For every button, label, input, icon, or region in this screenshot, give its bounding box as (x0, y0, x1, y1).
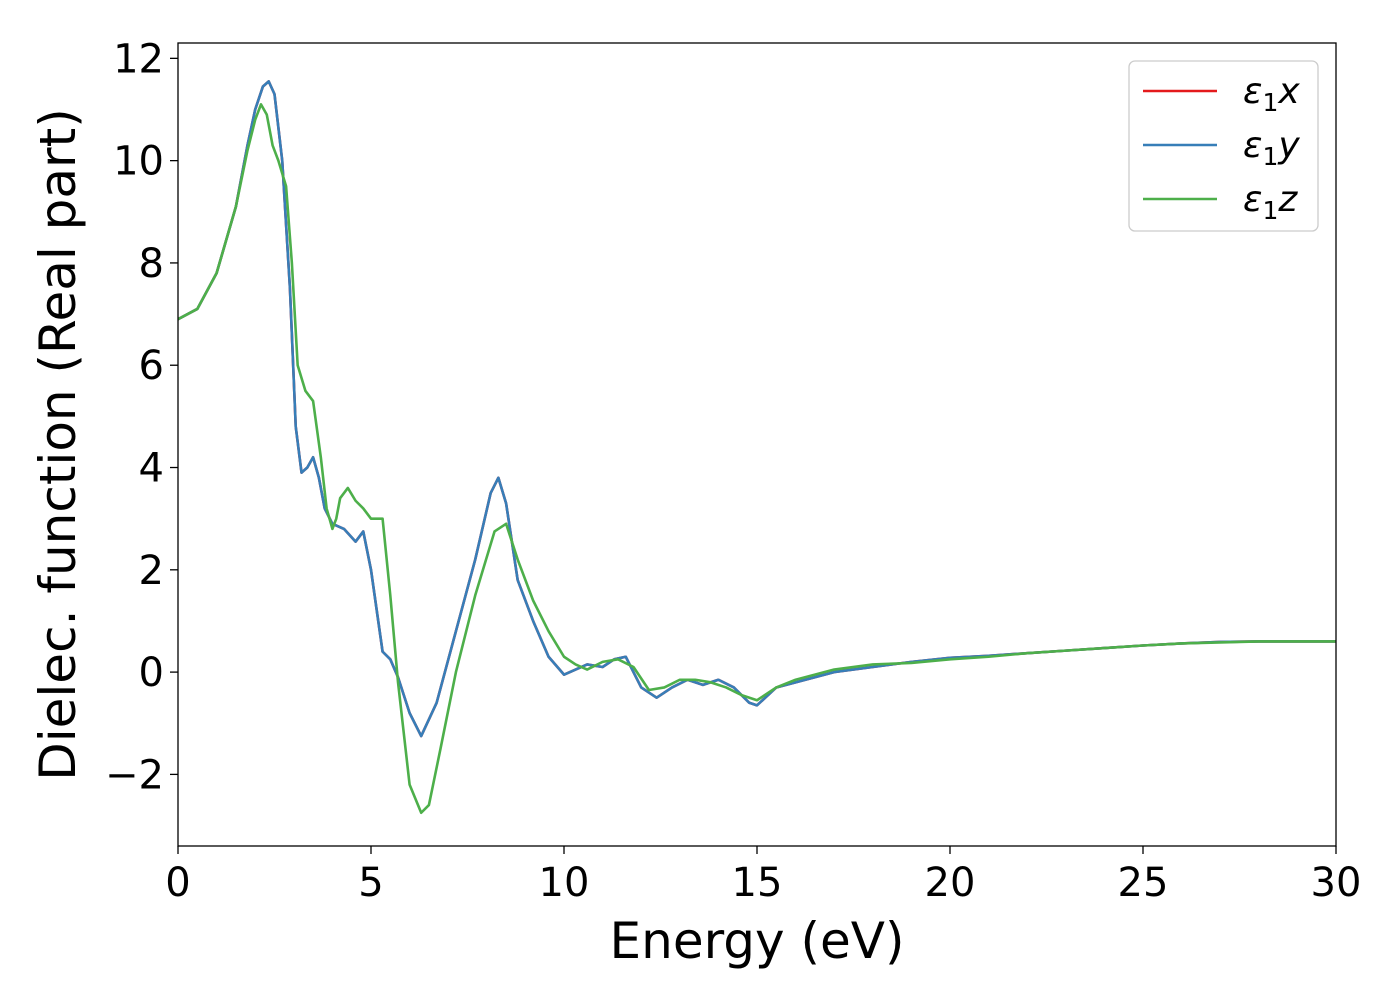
y-tick-label: 10 (113, 139, 164, 185)
y-axis-ticks: −2 0 2 4 6 8 10 12 (105, 36, 178, 798)
y-tick-label: 0 (139, 650, 164, 696)
x-tick-label: 25 (1118, 860, 1169, 906)
x-axis-ticks: 0 5 10 15 20 25 30 (165, 846, 1361, 906)
x-axis-label: Energy (eV) (610, 912, 905, 970)
series-line-z (178, 103, 1336, 815)
series-layer (178, 80, 1336, 815)
y-tick-label: 4 (139, 446, 164, 492)
legend-label-z: ε1z (1243, 179, 1298, 225)
y-tick-label: 6 (139, 343, 164, 389)
x-tick-label: 10 (539, 860, 590, 906)
legend: ε1x ε1y ε1z (1128, 60, 1319, 232)
y-axis-label: Dielec. function (Real part) (29, 108, 87, 780)
legend-label-y: ε1y (1243, 125, 1300, 171)
x-tick-label: 5 (358, 860, 383, 906)
y-tick-label: 12 (113, 36, 164, 82)
y-tick-label: −2 (105, 752, 164, 798)
legend-box (1128, 60, 1319, 232)
x-tick-label: 0 (165, 860, 190, 906)
y-tick-label: 2 (139, 548, 164, 594)
x-tick-label: 20 (925, 860, 976, 906)
y-tick-label: 8 (139, 241, 164, 287)
legend-label-x: ε1x (1243, 71, 1300, 117)
x-tick-label: 15 (732, 860, 783, 906)
x-tick-label: 30 (1311, 860, 1362, 906)
